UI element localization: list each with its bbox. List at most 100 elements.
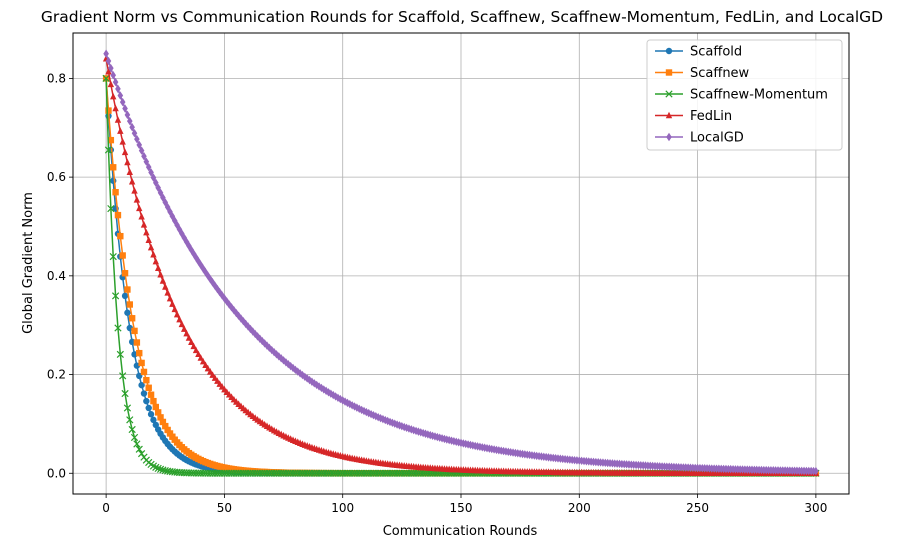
data-point-localgd [283,358,289,367]
data-point-localgd [186,241,192,251]
data-point-localgd [259,336,266,346]
data-point-scaffnew [131,327,138,335]
data-point-localgd [126,116,133,126]
data-point-fedlin [138,212,145,220]
legend-box [646,39,843,151]
data-point-scaffnew-momentum [130,433,139,442]
data-point-scaffold [124,309,131,316]
data-point-scaffnew [147,391,155,398]
data-point-localgd [380,414,386,424]
data-point-localgd [155,183,161,192]
data-point-fedlin [159,277,167,284]
data-point-localgd [115,84,121,94]
data-point-localgd [413,426,419,436]
data-point-localgd [157,188,164,197]
data-point-fedlin [195,350,202,358]
y-tick-label: 0.6 [47,170,66,184]
data-point-scaffnew [150,397,157,405]
data-point-scaffold [147,411,155,418]
data-point-scaffnew [126,301,133,308]
data-point-scaffnew-momentum [154,464,162,473]
x-tick-label: 150 [450,501,473,515]
data-point-scaffnew [154,409,162,416]
legend: Scaffold Scaffnew Scaffnew-Momentum FedLin L… [646,39,843,151]
data-point-fedlin [199,357,207,365]
data-point-scaffnew [152,403,160,411]
data-point-scaffnew [164,426,171,434]
x-tick-label: 0 [102,501,110,515]
data-point-fedlin [105,67,112,75]
data-point-localgd [403,423,410,433]
data-point-localgd [179,229,185,238]
data-point-scaffold [121,292,129,300]
y-tick-label: 0.2 [47,368,66,382]
data-point-scaffnew [138,359,145,367]
data-point-localgd [354,403,360,412]
data-point-scaffnew [121,270,129,277]
data-point-localgd [323,386,329,396]
legend-label-scaffnew: Scaffnew [690,66,750,81]
data-point-fedlin [150,250,157,258]
data-point-localgd [347,399,353,409]
data-point-fedlin [114,116,122,123]
data-point-fedlin [190,342,197,350]
data-point-fedlin [117,127,124,134]
data-point-localgd [339,396,346,405]
data-point-localgd [171,216,178,225]
data-point-fedlin [145,236,152,244]
data-point-scaffnew [107,136,115,144]
x-tick-label: 100 [331,501,354,515]
data-point-localgd [108,63,114,73]
data-point-scaffnew [114,211,122,219]
data-point-scaffnew [157,414,164,421]
data-point-localgd [202,267,209,277]
data-point-localgd [136,140,143,150]
data-point-scaffnew-momentum [109,252,117,261]
data-point-localgd [370,410,377,420]
legend-marker-scaffnew [665,69,673,76]
data-point-localgd [105,56,112,66]
data-point-scaffnew-momentum [123,404,132,412]
data-point-scaffnew [140,368,148,376]
data-point-fedlin [178,320,186,328]
data-point-scaffnew-momentum [116,350,124,358]
data-point-scaffnew [112,189,119,196]
data-point-scaffnew-momentum [135,445,143,453]
legend-label-scaffnew-momentum: Scaffnew-Momentum [690,88,828,103]
data-point-localgd [195,257,202,266]
data-point-scaffold [143,397,150,405]
data-point-localgd [387,417,393,427]
data-point-localgd [153,178,159,187]
data-point-localgd [122,104,128,113]
data-point-fedlin [126,168,133,176]
data-point-localgd [313,380,320,390]
data-point-fedlin [124,158,131,166]
data-point-scaffnew-momentum [133,440,141,448]
data-point-localgd [141,151,147,161]
data-point-localgd [117,91,124,100]
data-point-localgd [164,202,171,212]
data-point-localgd [112,77,119,87]
data-point-scaffnew [128,315,136,322]
data-point-scaffnew-momentum [121,389,129,398]
data-point-fedlin [121,148,129,156]
data-point-localgd [356,404,363,413]
data-point-scaffnew-momentum [128,425,136,434]
data-point-localgd [813,466,819,476]
data-point-scaffold [138,381,145,389]
y-axis-label: Global Gradient Norm [21,192,36,334]
data-point-localgd [119,97,126,107]
legend-marker-scaffnew-momentum [665,90,673,98]
data-point-localgd [332,392,339,401]
x-tick-label: 300 [804,501,827,515]
x-axis-label: Communication Rounds [383,524,538,539]
data-point-fedlin [197,354,204,361]
data-point-scaffnew-momentum [102,74,110,83]
data-point-localgd [103,49,109,58]
data-point-scaffnew [105,107,112,114]
chart-title: Gradient Norm vs Communication Rounds fo… [41,8,883,26]
ticks: 0 50 100 150 200 250 300 0.0 0.2 0.4 0.6 0.8 [47,71,827,515]
data-point-scaffnew [159,418,167,426]
data-point-fedlin [183,329,190,337]
